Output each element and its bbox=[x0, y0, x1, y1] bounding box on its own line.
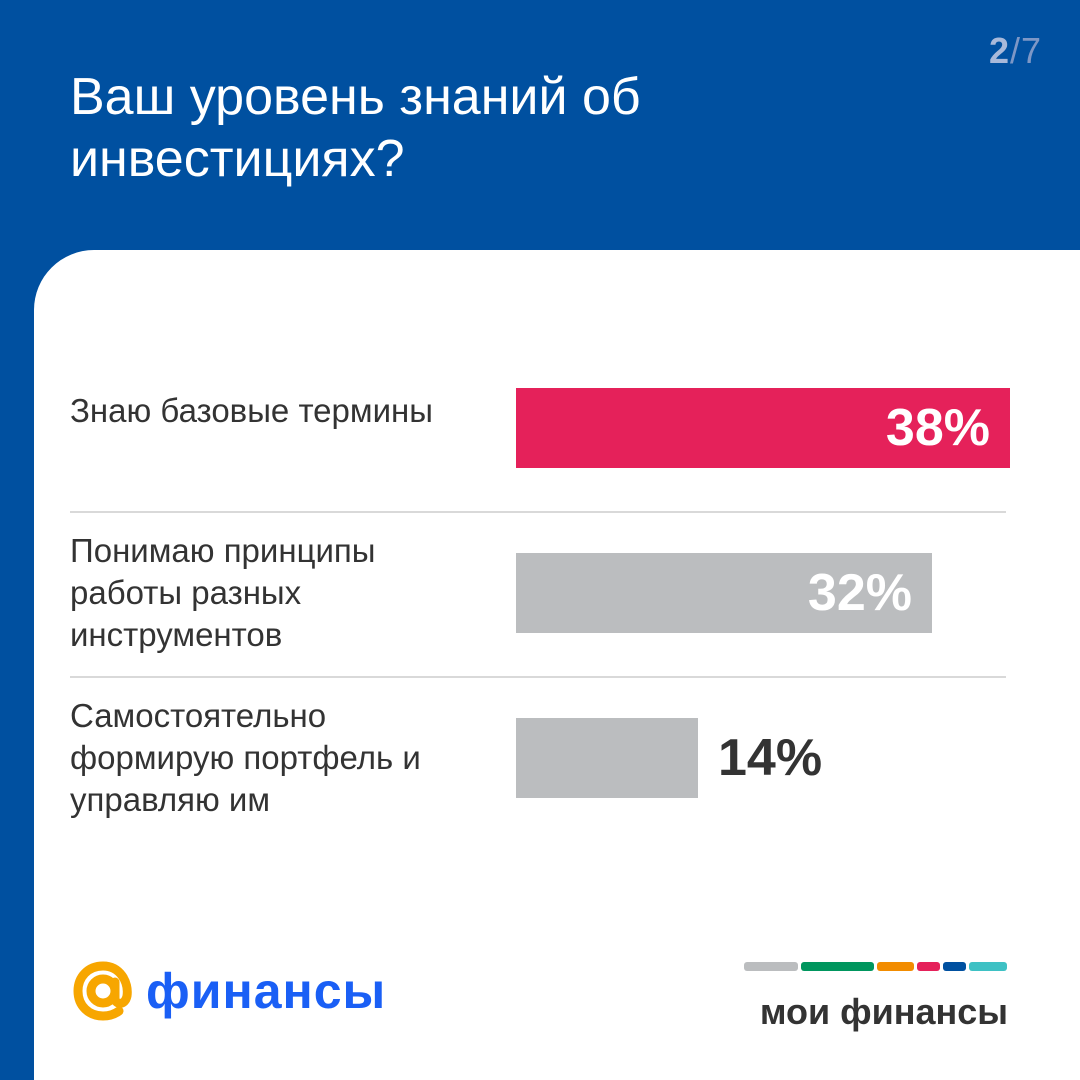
bar bbox=[516, 388, 1010, 468]
value-label: 38% bbox=[885, 399, 990, 457]
row-divider bbox=[70, 676, 1006, 678]
color-stripe bbox=[744, 962, 1008, 971]
stripe-segment bbox=[943, 962, 966, 971]
stripe-segment bbox=[969, 962, 1007, 971]
row-divider bbox=[70, 511, 1006, 513]
brand-name-right: мои финансы bbox=[759, 991, 1008, 1032]
page-total: /7 bbox=[1009, 30, 1042, 71]
stripe-segment bbox=[801, 962, 874, 971]
stripe-segment bbox=[877, 962, 914, 971]
at-sign-icon bbox=[73, 961, 132, 1021]
page-current: 2 bbox=[988, 30, 1010, 71]
page-counter: 2/7 bbox=[989, 30, 1042, 72]
bar bbox=[516, 553, 932, 633]
brand-logo-finance: финансы bbox=[70, 958, 386, 1024]
category-label: Самостоятельно формирую портфель и управ… bbox=[70, 697, 421, 818]
brand-name-left: финансы bbox=[146, 963, 387, 1019]
value-label: 32% bbox=[807, 564, 912, 622]
value-label: 14% bbox=[718, 729, 823, 787]
page-title: Ваш уровень знаний об инвестициях? bbox=[70, 68, 641, 188]
stripe-segment bbox=[744, 962, 798, 971]
brand-logo-my-finance: мои финансы bbox=[744, 962, 1008, 1033]
category-label: Знаю базовые термины bbox=[70, 392, 433, 429]
stripe-segment bbox=[917, 962, 940, 971]
bar bbox=[516, 718, 698, 798]
category-label: Понимаю принципы работы разных инструмен… bbox=[70, 532, 376, 653]
